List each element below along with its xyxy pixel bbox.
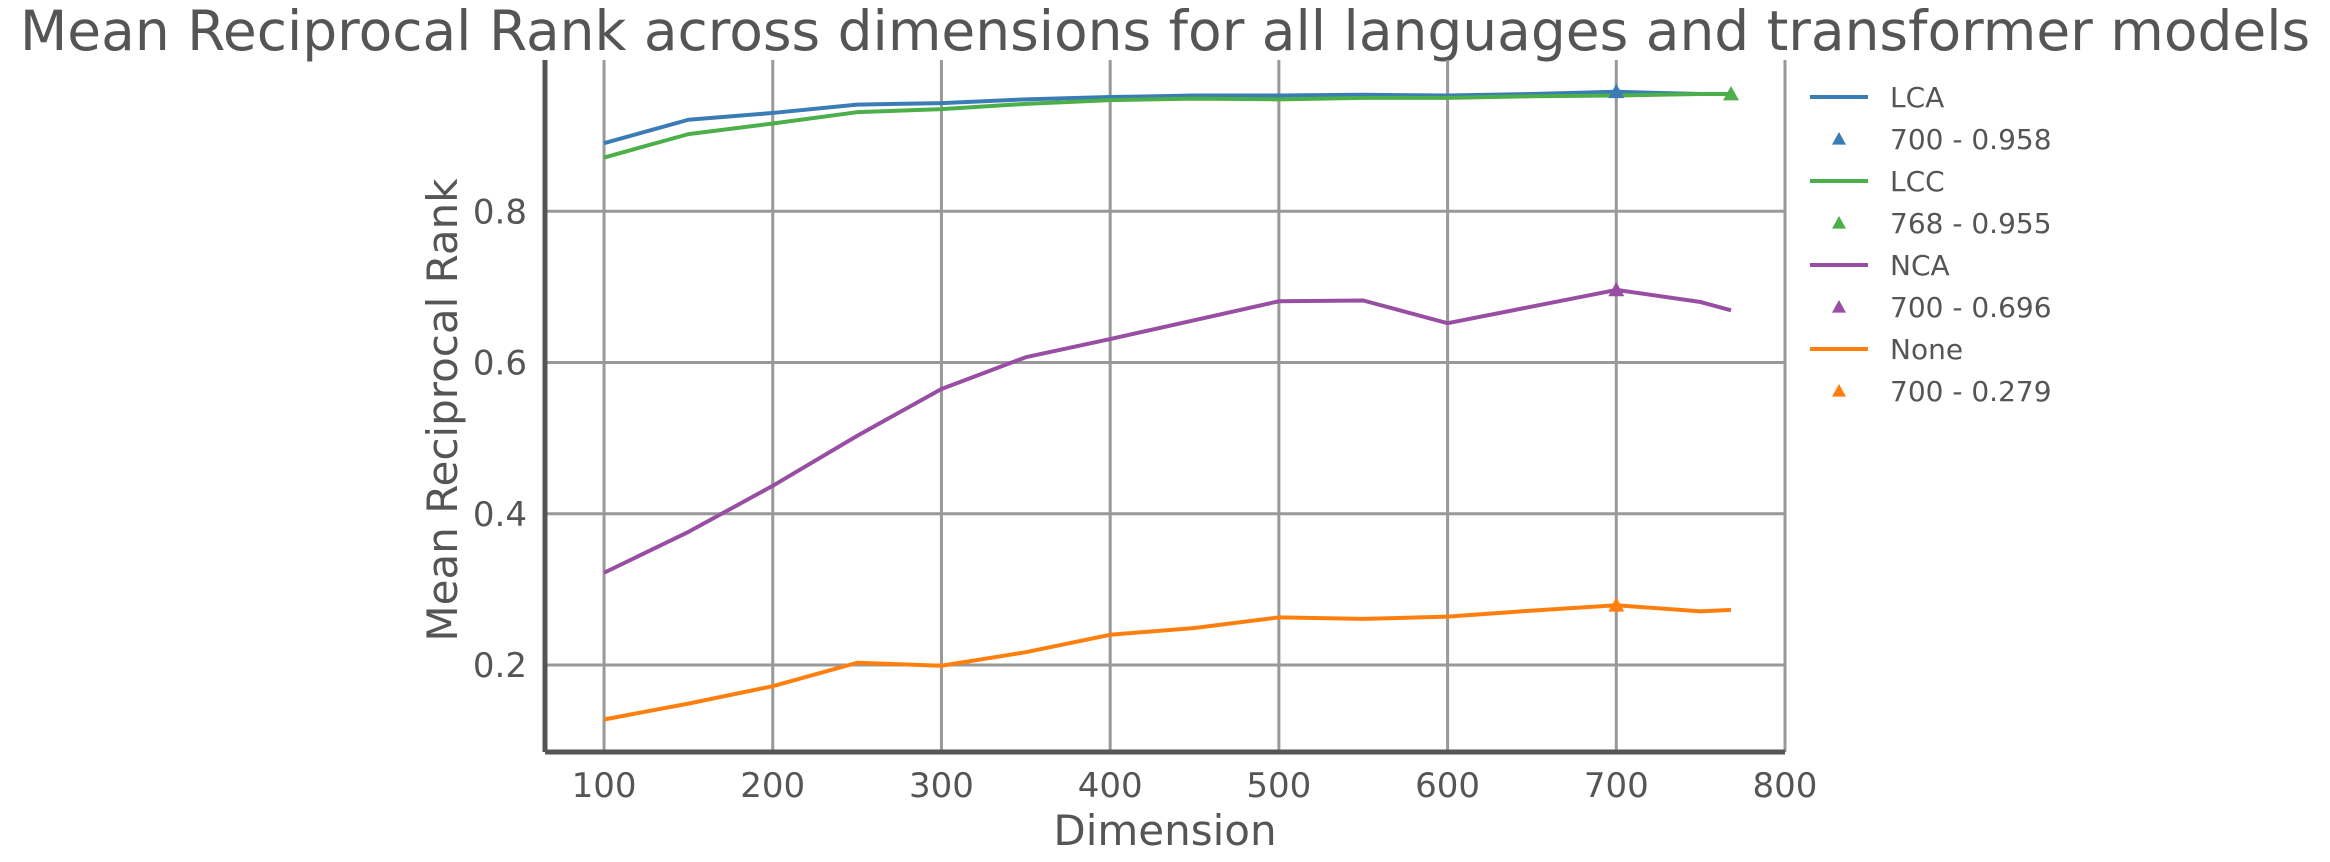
legend: LCA 700 - 0.958 LCC 768 - 0.955 NCA 700 - 0.6… bbox=[1810, 81, 2052, 408]
x-tick-label: 400 bbox=[1078, 766, 1143, 806]
legend-best-label: 700 - 0.696 bbox=[1890, 291, 2052, 324]
y-tick-label: 0.4 bbox=[473, 495, 527, 535]
x-tick-label: 500 bbox=[1246, 766, 1311, 806]
x-tick-label: 800 bbox=[1753, 766, 1818, 806]
legend-best-label: 700 - 0.958 bbox=[1890, 123, 2052, 156]
best-marker-lcc bbox=[1723, 86, 1740, 101]
best-marker-nca bbox=[1608, 281, 1625, 297]
legend-best-label: 768 - 0.955 bbox=[1890, 207, 2052, 240]
series-line-lcc bbox=[603, 92, 1732, 160]
legend-label: None bbox=[1890, 333, 1963, 366]
best-marker-lca bbox=[1608, 83, 1625, 99]
y-tick-label: 0.8 bbox=[473, 192, 527, 232]
x-tick-label: 300 bbox=[909, 766, 974, 806]
legend-label: NCA bbox=[1890, 249, 1950, 282]
x-tick-label: 100 bbox=[572, 766, 637, 806]
series-lines bbox=[603, 89, 1732, 722]
y-axis-label: Mean Reciprocal Rank bbox=[418, 178, 467, 642]
best-markers bbox=[1608, 83, 1740, 612]
x-axis-label: Dimension bbox=[1053, 806, 1276, 855]
x-tick-label: 700 bbox=[1584, 766, 1649, 806]
series-line-nca bbox=[603, 287, 1732, 575]
y-tick-label: 0.2 bbox=[473, 646, 527, 686]
series-line-none bbox=[603, 603, 1732, 722]
axes bbox=[542, 60, 1785, 755]
legend-marker-swatch bbox=[1832, 132, 1846, 145]
best-marker-none bbox=[1608, 597, 1625, 612]
legend-marker-swatch bbox=[1832, 300, 1846, 313]
legend-label: LCC bbox=[1890, 165, 1945, 198]
x-tick-labels: 100 200 300 400 500 600 700 800 bbox=[572, 766, 1818, 806]
x-tick-label: 600 bbox=[1415, 766, 1480, 806]
legend-best-label: 700 - 0.279 bbox=[1890, 375, 2052, 408]
grid bbox=[545, 60, 1787, 752]
series-line-lca bbox=[603, 89, 1732, 146]
y-tick-label: 0.6 bbox=[473, 344, 527, 384]
y-tick-labels: 0.2 0.4 0.6 0.8 bbox=[473, 192, 527, 686]
legend-marker-swatch bbox=[1832, 384, 1846, 397]
chart-title: Mean Reciprocal Rank across dimensions f… bbox=[20, 0, 2310, 63]
legend-marker-swatch bbox=[1832, 216, 1846, 229]
legend-label: LCA bbox=[1890, 81, 1944, 114]
x-tick-label: 200 bbox=[740, 766, 805, 806]
